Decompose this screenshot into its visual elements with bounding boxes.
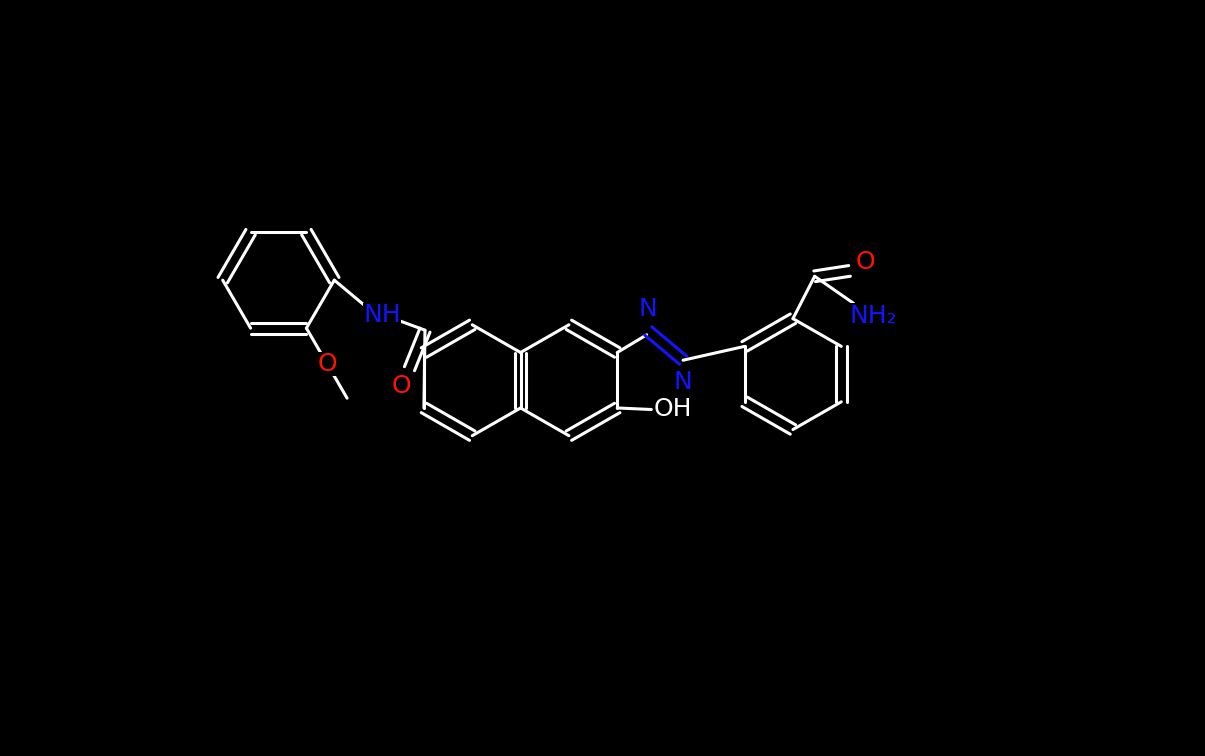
Text: O: O [856,249,875,274]
Text: N: N [639,297,658,321]
Text: NH₂: NH₂ [850,304,898,327]
Text: N: N [674,370,693,394]
Text: OH: OH [654,398,693,422]
Text: O: O [392,374,412,398]
Text: NH: NH [364,303,401,327]
Text: O: O [318,352,337,376]
